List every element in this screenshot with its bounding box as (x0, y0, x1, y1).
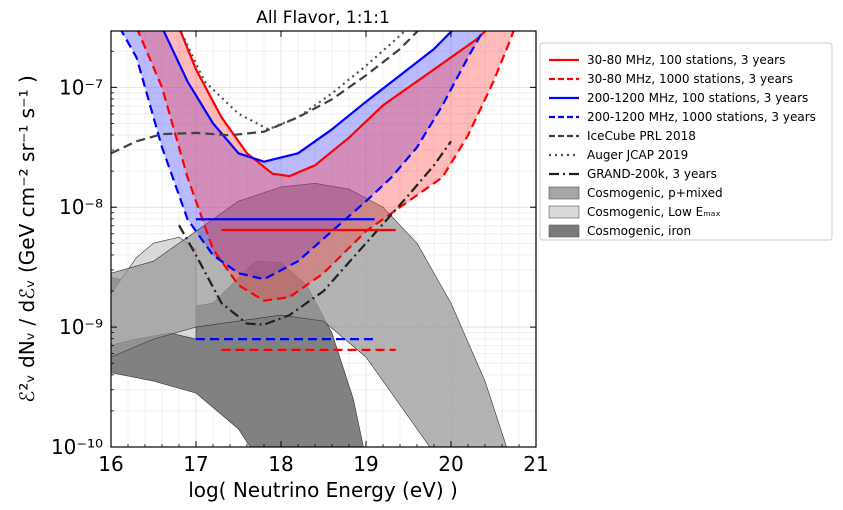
series-icecube-prl-2018 (111, 31, 420, 155)
series-200-1200-mhz-100-stations-3-years (162, 31, 454, 163)
legend-label: Cosmogenic, p+mixed (587, 186, 723, 200)
legend-label: IceCube PRL 2018 (587, 129, 696, 143)
axis-ticks: 16 17 18 19 20 21 10⁻¹⁰ 10⁻⁹ 10⁻⁸ 10⁻⁷ (51, 31, 549, 476)
y-axis-label: ℰ²ᵥ dNᵥ / dℰᵥ (GeV cm⁻² sr⁻¹ s⁻¹ ) (15, 75, 39, 403)
plot-area (111, 31, 515, 447)
legend-label: 30-80 MHz, 100 stations, 3 years (587, 53, 785, 67)
legend-swatch (548, 205, 580, 219)
legend-swatch (548, 224, 580, 238)
plot-frame (110, 30, 537, 448)
fill-30-80-mhz-band (138, 31, 514, 301)
legend-item-auger-jcap-2019: Auger JCAP 2019 (549, 148, 688, 162)
x-tick-label: 20 (438, 452, 463, 476)
x-tick-label: 19 (353, 452, 378, 476)
chart-title: All Flavor, 1:1:1 (256, 8, 390, 28)
series-200-1200-mhz-1000-stations-3-years (120, 31, 485, 281)
series-30-80-mhz-1000-stations-3-years (136, 31, 515, 302)
x-tick-label: 16 (98, 452, 123, 476)
legend-swatch (548, 186, 580, 200)
y-tick-label: 10⁻¹⁰ (51, 435, 103, 459)
legend-label: Auger JCAP 2019 (587, 148, 688, 162)
legend-label: GRAND-200k, 3 years (587, 167, 717, 181)
legend-item-200-1200-mhz-1000-stations-3-years: 200-1200 MHz, 1000 stations, 3 years (549, 110, 816, 124)
legend-item-200-1200-mhz-100-stations-3-years: 200-1200 MHz, 100 stations, 3 years (549, 91, 808, 105)
y-tick-label: 10⁻⁷ (59, 75, 103, 99)
x-tick-label: 18 (268, 452, 293, 476)
series-30-80-mhz-100-stations-3-years (179, 31, 487, 178)
legend-item-30-80-mhz-1000-stations-3-years: 30-80 MHz, 1000 stations, 3 years (549, 72, 793, 86)
legend-label: Cosmogenic, iron (587, 224, 691, 238)
legend-box (539, 42, 833, 241)
legend-item-cosmogenic-iron: Cosmogenic, iron (548, 224, 691, 238)
y-tick-label: 10⁻⁹ (59, 315, 103, 339)
x-tick-label: 21 (523, 452, 548, 476)
x-tick-label: 17 (183, 452, 208, 476)
series-grand-200k-3-years (178, 140, 452, 326)
legend-item-cosmogenic-p-mixed: Cosmogenic, p+mixed (548, 186, 723, 200)
legend-label: 200-1200 MHz, 1000 stations, 3 years (587, 110, 816, 124)
legend-label: 30-80 MHz, 1000 stations, 3 years (587, 72, 793, 86)
legend-item-icecube-prl-2018: IceCube PRL 2018 (549, 129, 696, 143)
legend-item-cosmogenic-low-e: Cosmogenic, Low Eₘₐₓ (548, 205, 721, 219)
legend-label: Cosmogenic, Low Eₘₐₓ (587, 205, 721, 219)
legend-item-grand-200k-3-years: GRAND-200k, 3 years (549, 167, 717, 181)
legend-label: 200-1200 MHz, 100 stations, 3 years (587, 91, 808, 105)
fill-200-1200-mhz-band (121, 31, 483, 280)
legend-item-30-80-mhz-100-stations-3-years: 30-80 MHz, 100 stations, 3 years (549, 53, 785, 67)
y-tick-label: 10⁻⁸ (59, 195, 103, 219)
x-axis-label: log( Neutrino Energy (eV) ) (188, 478, 458, 502)
legend: 30-80 MHz, 100 stations, 3 years 30-80 MH… (539, 42, 833, 241)
